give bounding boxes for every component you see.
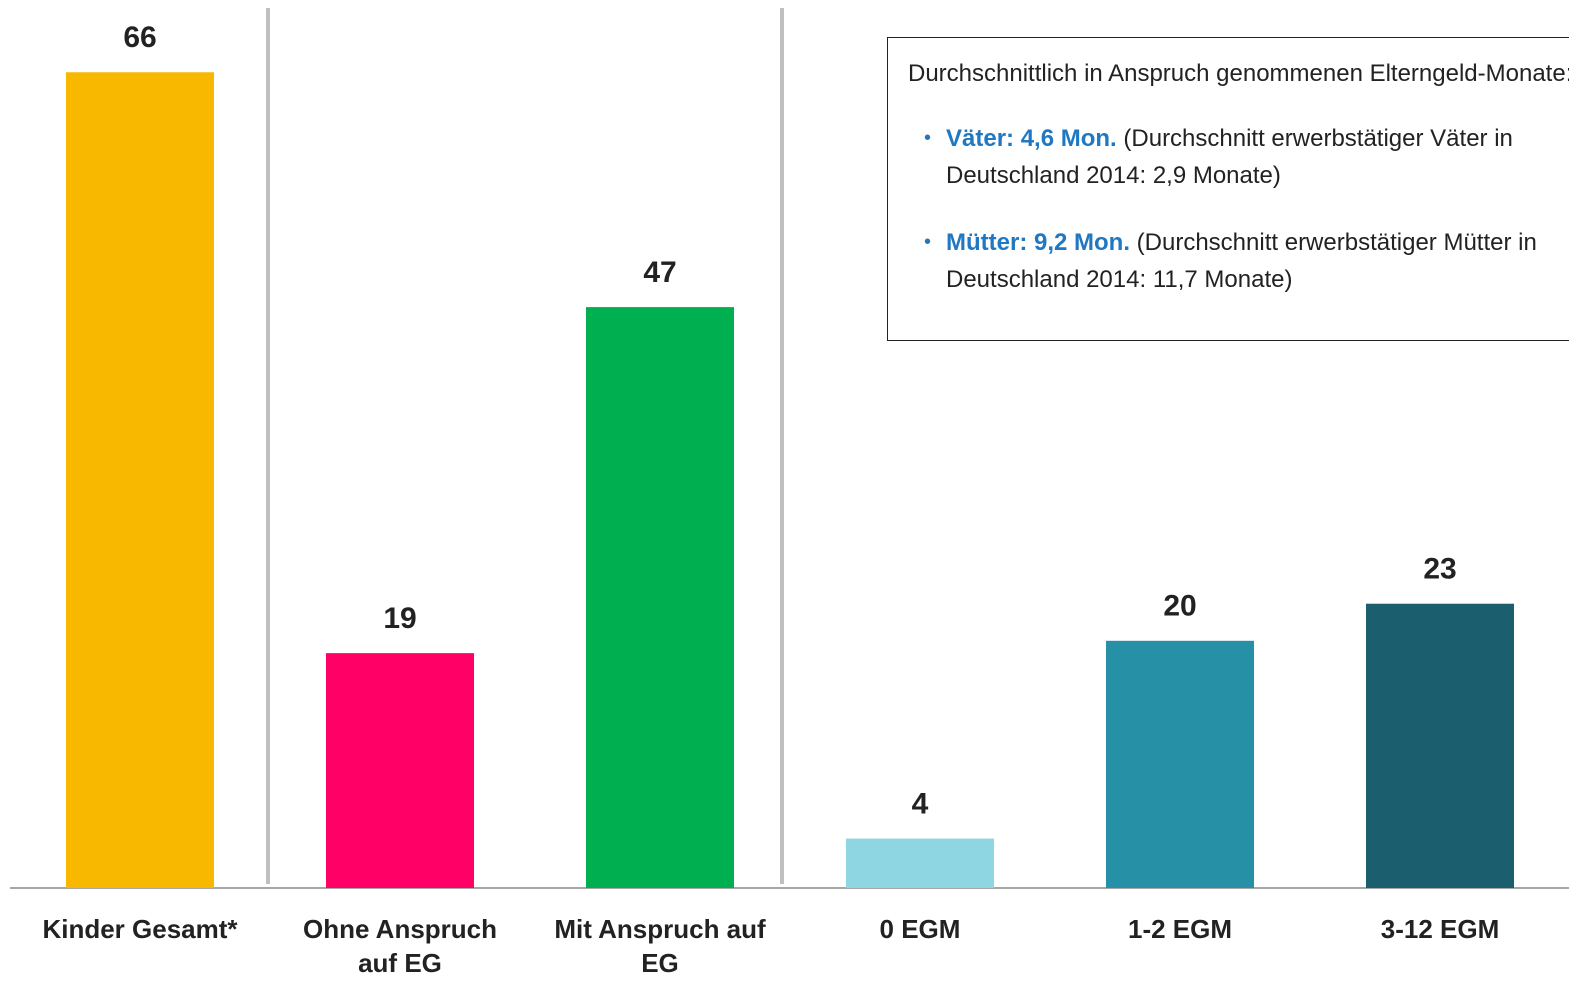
bar <box>326 653 474 888</box>
note-item: Mütter: 9,2 Mon. (Durchschnitt erwerbstä… <box>908 224 1569 298</box>
value-label: 19 <box>383 602 416 635</box>
x-tick-label: Ohne Anspruch auf EG <box>302 914 498 978</box>
note-item: Väter: 4,6 Mon. (Durchschnitt erwerbstät… <box>908 120 1569 194</box>
value-label: 47 <box>643 256 676 289</box>
x-tick-label: Mit Anspruch auf EG <box>554 914 766 978</box>
note-highlight: Väter: 4,6 Mon. <box>946 125 1117 152</box>
note-text: (Durchschnitt erwerbstätiger Mütter in D… <box>946 229 1537 293</box>
note-intro: Durchschnittlich in Anspruch genommenen … <box>908 60 1569 87</box>
value-label: 4 <box>912 787 929 820</box>
value-label: 20 <box>1163 590 1196 623</box>
bar <box>1366 603 1514 888</box>
x-tick-label: 3-12 EGM <box>1380 914 1500 944</box>
bar <box>1106 640 1254 888</box>
x-tick-label: 0 EGM <box>879 914 961 944</box>
value-label: 66 <box>123 21 156 54</box>
value-label: 23 <box>1423 553 1456 586</box>
note-text: (Durchschnitt erwerbstätiger Väter in De… <box>946 125 1513 189</box>
note-list: Väter: 4,6 Mon. (Durchschnitt erwerbstät… <box>908 120 1569 298</box>
bar <box>586 307 734 889</box>
x-tick-label: 1-2 EGM <box>1127 914 1233 944</box>
note-box: Durchschnittlich in Anspruch genommenen … <box>887 37 1569 341</box>
x-tick-label: Kinder Gesamt* <box>42 914 238 944</box>
note-highlight: Mütter: 9,2 Mon. <box>946 229 1130 256</box>
bar <box>846 838 994 888</box>
bar <box>66 72 214 889</box>
